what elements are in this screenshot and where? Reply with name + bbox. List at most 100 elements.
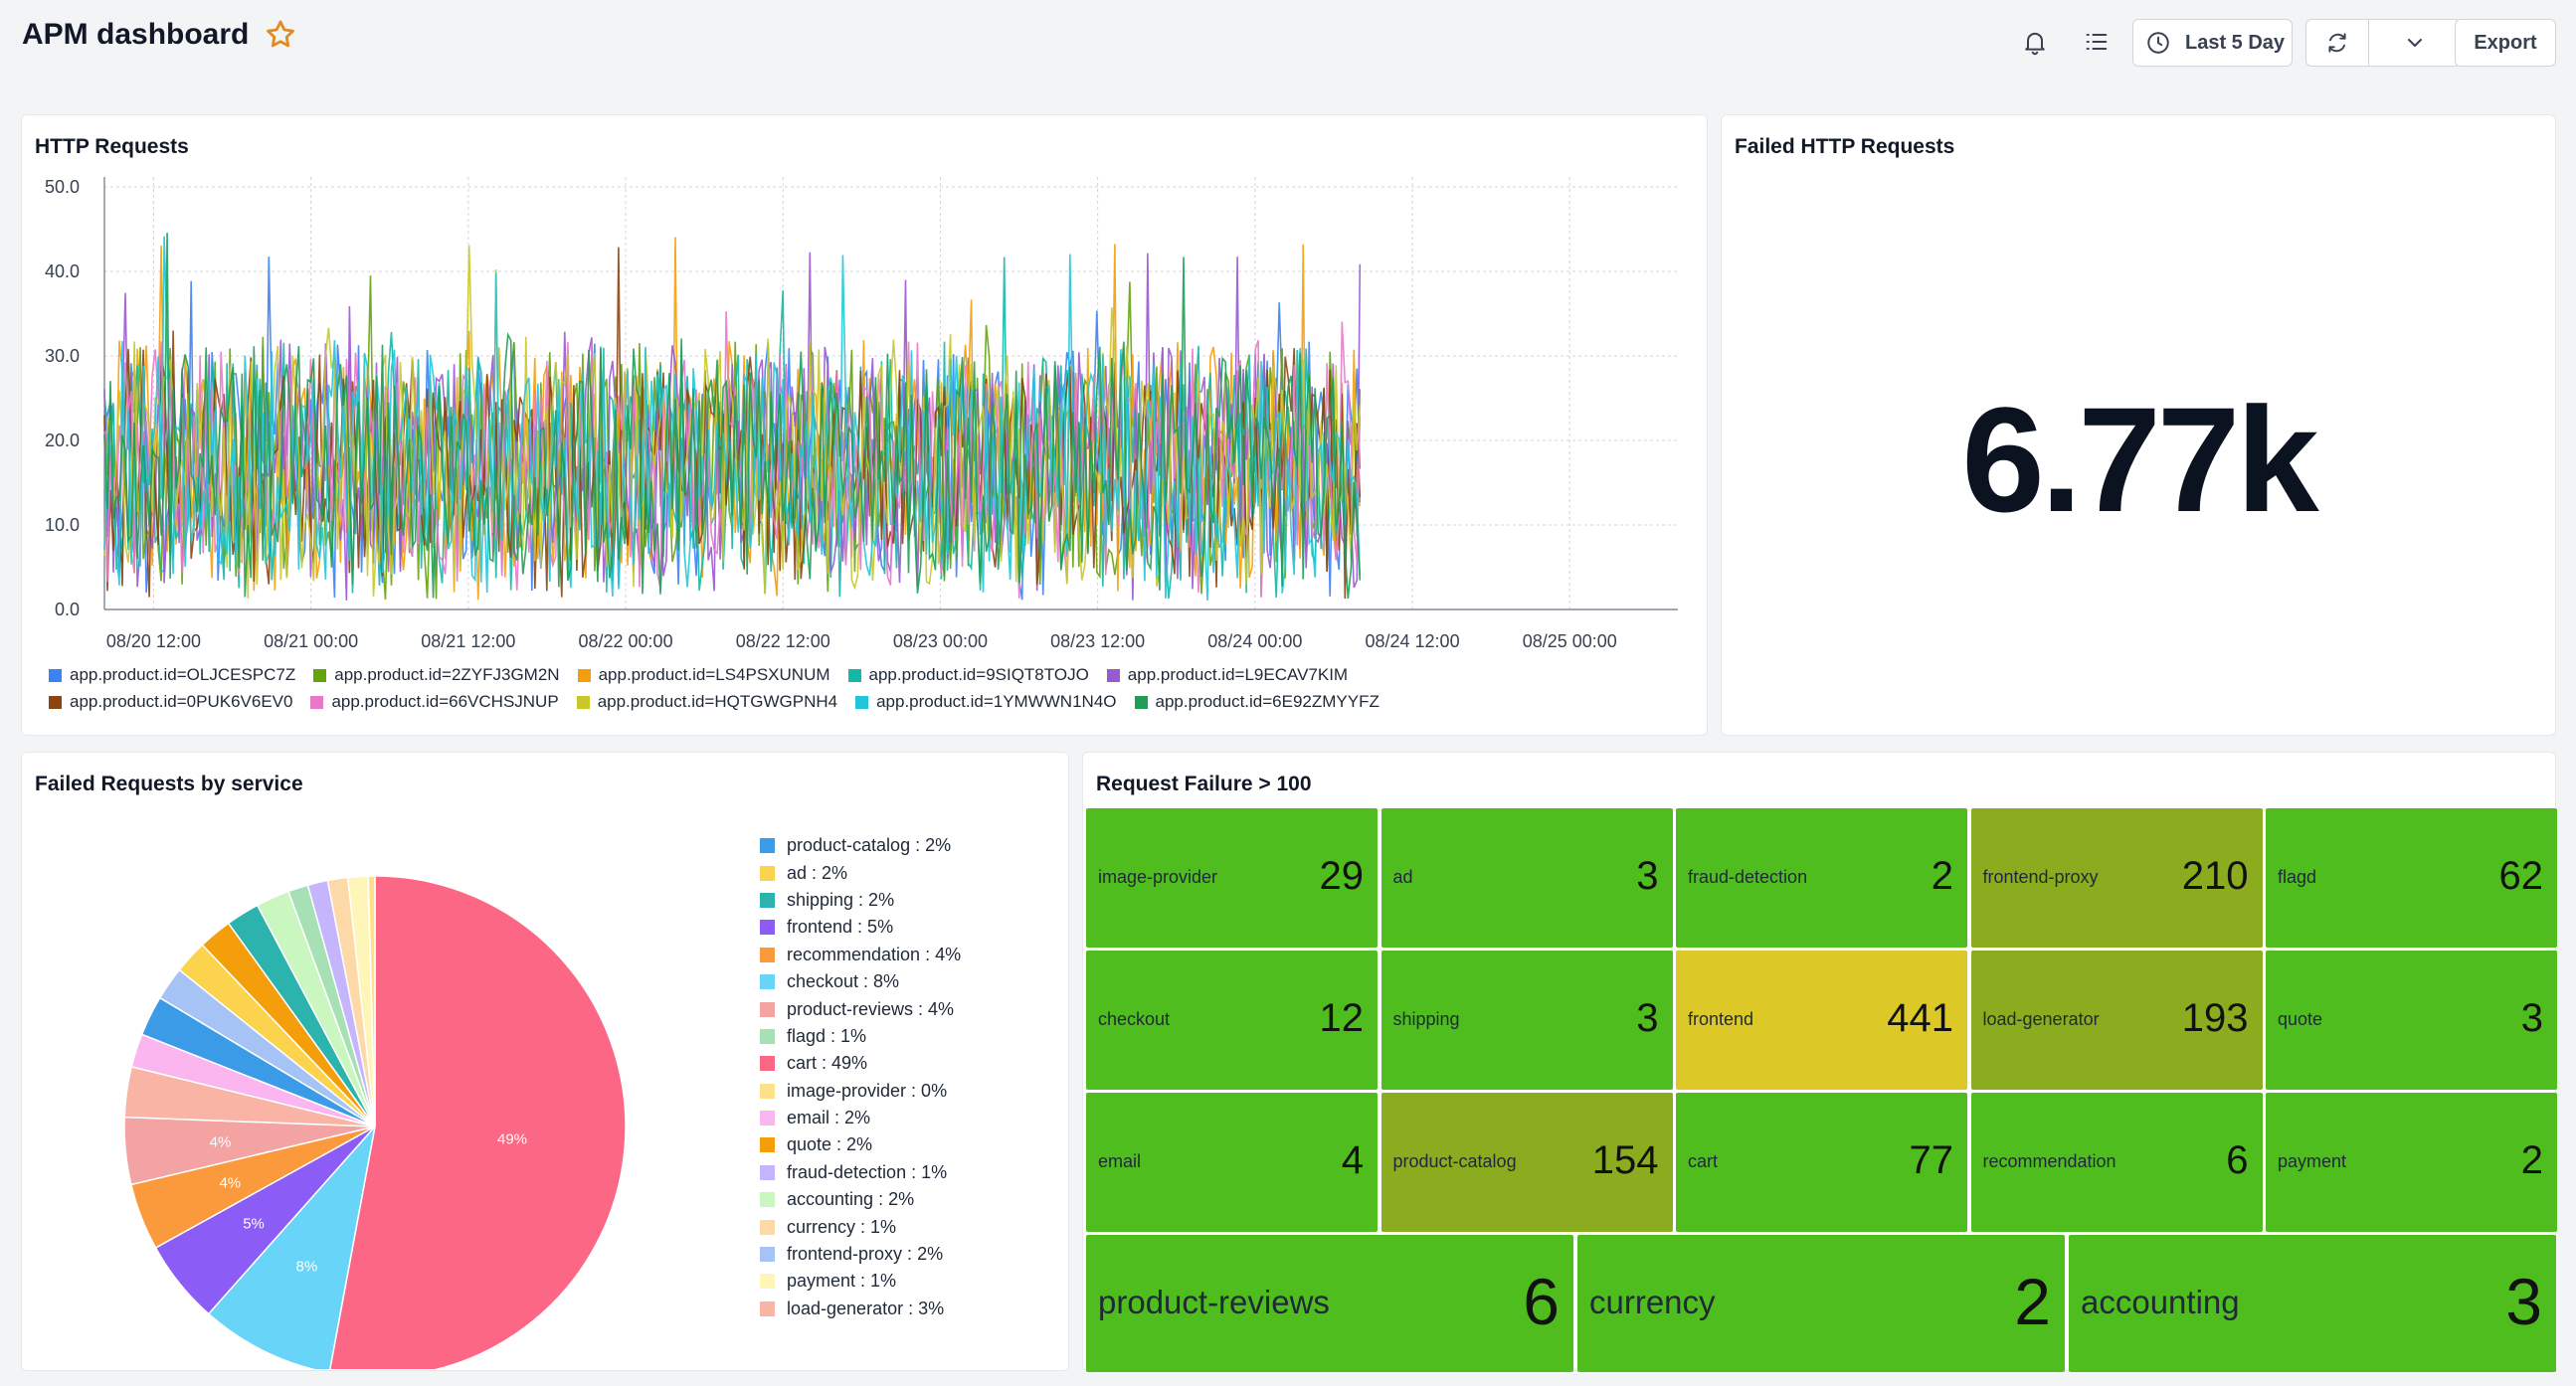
legend-label: product-reviews : 4% <box>787 998 955 1019</box>
pie-legend-item[interactable]: checkout : 8% <box>760 968 961 995</box>
tile-image-provider[interactable]: image-provider 29 <box>1086 808 1378 948</box>
legend-swatch <box>760 1056 775 1072</box>
time-range-button[interactable]: Last 5 Day <box>2132 19 2293 67</box>
tile-cart[interactable]: cart 77 <box>1676 1093 1967 1232</box>
tile-value: 3 <box>2520 996 2543 1040</box>
tile-ad[interactable]: ad 3 <box>1380 808 1673 948</box>
legend-item[interactable]: app.product.id=6E92ZMYYFZ <box>1134 692 1380 712</box>
series-line-7[interactable] <box>103 311 1362 600</box>
tile-label: shipping <box>1392 1009 1460 1029</box>
legend-swatch <box>760 1137 775 1153</box>
pie-legend-item[interactable]: quote : 2% <box>760 1131 961 1158</box>
legend-label: recommendation : 4% <box>787 944 962 964</box>
refresh-interval-dropdown[interactable] <box>2368 19 2461 67</box>
legend-item[interactable]: app.product.id=1YMWWN1N4O <box>855 692 1117 712</box>
list-icon[interactable] <box>2079 24 2115 60</box>
legend-item[interactable]: app.product.id=0PUK6V6EV0 <box>49 692 292 712</box>
tile-frontend-proxy[interactable]: frontend-proxy 210 <box>1970 808 2263 948</box>
tile-product-reviews[interactable]: product-reviews 6 <box>1086 1235 1573 1372</box>
dashboard-header: APM dashboard Last 5 Day Export <box>0 0 2576 78</box>
pie-legend-item[interactable]: product-catalog : 2% <box>760 832 961 859</box>
tile-recommendation[interactable]: recommendation 6 <box>1970 1093 2263 1232</box>
http-requests-chart[interactable]: 50.0 40.0 30.0 20.0 10.0 0.0 08/20 12:00 08/21 … <box>22 170 1709 707</box>
legend-label: accounting : 2% <box>787 1189 915 1210</box>
pie-legend-item[interactable]: frontend : 5% <box>760 914 961 941</box>
pie-slice-image-provider[interactable] <box>367 875 376 1127</box>
pie-legend-item[interactable]: email : 2% <box>760 1105 961 1131</box>
legend-item[interactable]: app.product.id=HQTGWGPNH4 <box>576 692 837 712</box>
legend-item[interactable]: app.product.id=L9ECAV7KIM <box>1106 665 1349 685</box>
panel-title: Failed HTTP Requests <box>1735 135 1955 158</box>
legend-swatch <box>310 695 324 709</box>
bell-icon[interactable] <box>2017 24 2053 60</box>
series-line-8[interactable] <box>103 245 1362 599</box>
chart-legend-row: app.product.id=0PUK6V6EV0 app.product.id=… <box>49 692 1397 712</box>
tile-shipping[interactable]: shipping 3 <box>1380 951 1673 1090</box>
legend-swatch <box>760 974 775 990</box>
tile-product-catalog[interactable]: product-catalog 154 <box>1380 1093 1673 1232</box>
pie-legend-item[interactable]: currency : 1% <box>760 1213 961 1240</box>
tile-value: 3 <box>1636 854 1659 898</box>
tile-fraud-detection[interactable]: fraud-detection 2 <box>1676 808 1967 948</box>
legend-swatch <box>760 1247 775 1263</box>
star-icon[interactable] <box>264 18 297 52</box>
tile-payment[interactable]: payment 2 <box>2266 1093 2557 1232</box>
tile-quote[interactable]: quote 3 <box>2266 951 2557 1090</box>
tile-label: flagd <box>2278 867 2317 887</box>
pie-legend-item[interactable]: ad : 2% <box>760 859 961 886</box>
series-line-10[interactable] <box>103 233 1362 599</box>
legend-item[interactable]: app.product.id=9SIQT8TOJO <box>847 665 1089 685</box>
x-tick-label: 08/23 12:00 <box>1050 631 1145 651</box>
legend-swatch <box>760 947 775 962</box>
panel-title: HTTP Requests <box>35 135 189 158</box>
legend-item[interactable]: app.product.id=2ZYFJ3GM2N <box>313 665 560 685</box>
tile-frontend[interactable]: frontend 441 <box>1676 951 1967 1090</box>
legend-label: app.product.id=0PUK6V6EV0 <box>70 692 293 711</box>
tile-label: checkout <box>1098 1009 1171 1029</box>
legend-swatch <box>1134 695 1148 709</box>
x-tick-label: 08/21 00:00 <box>264 631 358 651</box>
x-tick-label: 08/20 12:00 <box>106 631 201 651</box>
legend-item[interactable]: app.product.id=LS4PSXUNUM <box>577 665 830 685</box>
pie-legend-item[interactable]: load-generator : 3% <box>760 1296 961 1322</box>
tile-checkout[interactable]: checkout 12 <box>1086 951 1378 1090</box>
tile-email[interactable]: email 4 <box>1086 1093 1378 1232</box>
y-tick-label: 50.0 <box>45 177 80 197</box>
legend-swatch <box>49 668 62 682</box>
legend-item[interactable]: app.product.id=OLJCESPC7Z <box>49 665 295 685</box>
time-range-label: Last 5 Day <box>2185 31 2286 54</box>
legend-swatch <box>1106 668 1120 682</box>
pie-legend-item[interactable]: recommendation : 4% <box>760 942 961 968</box>
pie-legend-item[interactable]: fraud-detection : 1% <box>760 1159 961 1186</box>
pie-legend-item[interactable]: flagd : 1% <box>760 1023 961 1050</box>
pie-legend-item[interactable]: payment : 1% <box>760 1268 961 1295</box>
pie-legend-item[interactable]: cart : 49% <box>760 1050 961 1077</box>
panel-title: Request Failure > 100 <box>1096 773 1312 795</box>
tile-accounting[interactable]: accounting 3 <box>2069 1235 2556 1372</box>
pie-legend-item[interactable]: accounting : 2% <box>760 1186 961 1213</box>
pie-legend-item[interactable]: product-reviews : 4% <box>760 995 961 1022</box>
tile-label: product-reviews <box>1098 1284 1330 1320</box>
export-button[interactable]: Export <box>2455 19 2556 67</box>
refresh-button[interactable] <box>2305 19 2369 67</box>
legend-label: quote : 2% <box>787 1134 873 1155</box>
legend-label: cart : 49% <box>787 1053 868 1074</box>
y-tick-label: 20.0 <box>45 431 80 450</box>
pie-slice-checkout[interactable] <box>207 1124 377 1369</box>
tile-flagd[interactable]: flagd 62 <box>2266 808 2557 948</box>
tile-label: ad <box>1392 867 1413 887</box>
failed-by-service-pie[interactable]: 49% 8% 5% 4% 4% <box>22 773 718 1369</box>
panel-title: Failed Requests by service <box>35 773 303 795</box>
pie-legend-item[interactable]: shipping : 2% <box>760 887 961 914</box>
legend-label: app.product.id=L9ECAV7KIM <box>1127 665 1349 684</box>
pie-legend-item[interactable]: frontend-proxy : 2% <box>760 1241 961 1268</box>
tile-value: 6 <box>2226 1138 2249 1182</box>
tile-load-generator[interactable]: load-generator 193 <box>1970 951 2263 1090</box>
clock-icon <box>2147 32 2169 54</box>
legend-label: ad : 2% <box>787 862 848 883</box>
tile-currency[interactable]: currency 2 <box>1577 1235 2065 1372</box>
pie-legend-item[interactable]: image-provider : 0% <box>760 1078 961 1105</box>
legend-item[interactable]: app.product.id=66VCHSJNUP <box>310 692 559 712</box>
tile-value: 29 <box>1319 854 1365 898</box>
pie-slice-cart[interactable] <box>329 875 627 1369</box>
